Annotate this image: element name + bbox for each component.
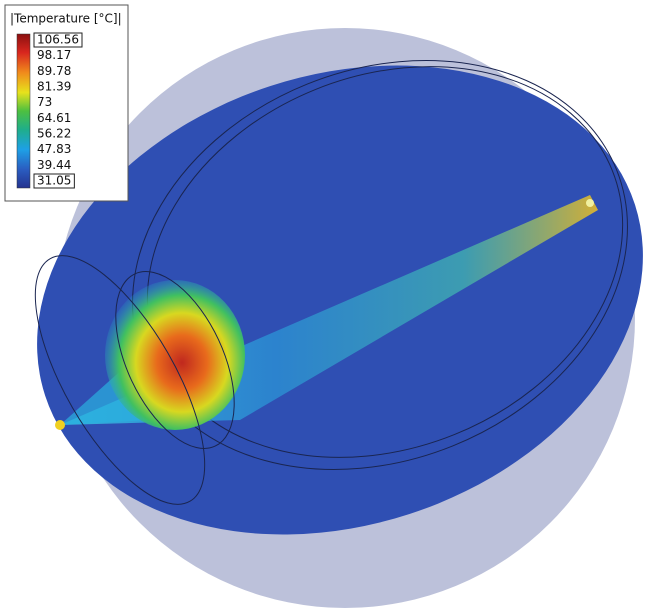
legend-label: 47.83 (37, 142, 71, 156)
legend-label: 56.22 (37, 127, 71, 141)
legend-label: 64.61 (37, 111, 71, 125)
legend-label: 89.78 (37, 64, 71, 78)
thermal-view: |Temperature [°C]| 106.5698.17 89.78 81.39… (0, 0, 648, 610)
legend-label: 81.39 (37, 80, 71, 94)
source (586, 199, 594, 207)
source (55, 420, 65, 430)
hot-spot (105, 280, 245, 430)
legend-label: 106.56 (37, 33, 79, 47)
legend-title: |Temperature [°C]| (10, 12, 122, 26)
legend-label: 98.17 (37, 48, 71, 62)
color-bar (17, 34, 30, 188)
legend-label: 73 (37, 95, 52, 109)
legend-label: 39.44 (37, 158, 71, 172)
legend-label: 31.05 (37, 174, 71, 188)
